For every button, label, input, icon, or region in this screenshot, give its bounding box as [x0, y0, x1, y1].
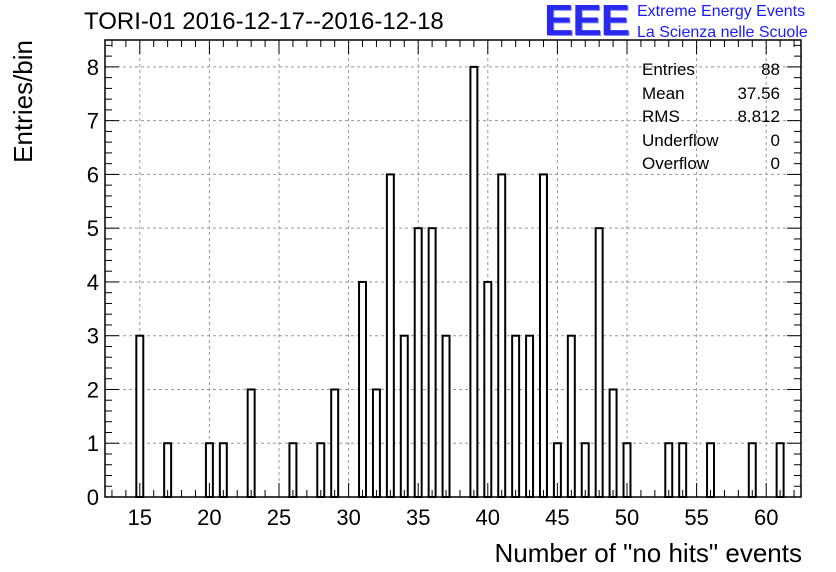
histogram-bar [163, 442, 173, 498]
y-axis-label: Entries/bin [8, 40, 38, 163]
histogram-bar [608, 388, 618, 498]
histogram-bar [566, 334, 576, 498]
y-tick-label: 4 [87, 270, 99, 295]
stat-overflow-value: 0 [770, 154, 780, 173]
x-tick-label: 40 [476, 505, 500, 530]
stat-rms-label: RMS [642, 107, 680, 126]
histogram-bar [775, 442, 785, 498]
x-tick-label: 45 [545, 505, 569, 530]
stat-underflow-label: Underflow [642, 130, 719, 150]
y-tick-label: 6 [87, 162, 99, 187]
stat-mean-value: 37.56 [737, 83, 780, 103]
stat-rms: RMS 8.812 [642, 107, 780, 131]
x-tick-label: 60 [754, 505, 778, 530]
x-tick-label: 30 [336, 505, 360, 530]
histogram-bar [706, 442, 715, 498]
y-tick-label: 1 [87, 431, 99, 456]
histogram-bar [316, 442, 326, 498]
y-tick-label: 2 [87, 377, 99, 402]
histogram-bar [678, 442, 688, 498]
stat-entries: Entries 88 [642, 60, 780, 84]
histogram-bar [135, 334, 145, 498]
histogram-bar [441, 334, 451, 498]
x-tick-label: 15 [128, 505, 152, 530]
y-tick-label: 5 [87, 216, 99, 241]
histogram-bar [413, 227, 423, 498]
histogram-bar [427, 227, 437, 498]
histogram-bar [483, 280, 493, 498]
logo-line-2: La Scienza nelle Scuole [637, 24, 808, 41]
x-tick-label: 35 [406, 505, 430, 530]
histogram-bar [371, 388, 381, 498]
histogram-bar [218, 442, 228, 498]
histogram-bar [747, 442, 757, 498]
eee-logo-mark: EEE [544, 0, 630, 45]
histogram-bar [385, 173, 395, 498]
chart-title: TORI-01 2016-12-17--2016-12-18 [84, 8, 444, 35]
stat-entries-value: 88 [761, 60, 780, 79]
histogram-bar [539, 173, 548, 498]
plot-frame [104, 39, 802, 498]
stat-entries-label: Entries [642, 60, 695, 79]
stat-mean: Mean 37.56 [642, 84, 780, 108]
x-tick-label: 55 [684, 505, 708, 530]
stat-underflow-value: 0 [770, 130, 780, 150]
histogram-bar [330, 388, 340, 498]
histogram-bar [511, 334, 521, 498]
x-tick-label: 20 [197, 505, 221, 530]
histogram-bar [469, 65, 479, 498]
x-tick-label: 50 [615, 505, 639, 530]
histogram-bar [399, 334, 409, 498]
y-tick-label: 8 [87, 55, 99, 80]
stat-rms-value: 8.812 [737, 107, 780, 126]
stat-overflow: Overflow 0 [642, 154, 780, 178]
histogram-bar [358, 280, 368, 498]
y-tick-label: 0 [87, 485, 99, 510]
histogram-bar [246, 388, 256, 498]
histogram-bar [664, 442, 674, 498]
x-tick-label: 25 [267, 505, 291, 530]
y-tick-label: 7 [87, 109, 99, 134]
y-tick-label: 3 [87, 324, 99, 349]
histogram-bar [525, 334, 535, 498]
histogram-bar [288, 442, 298, 498]
x-axis-label: Number of "no hits" events [495, 538, 803, 568]
stat-underflow: Underflow 0 [642, 131, 780, 155]
stat-mean-label: Mean [642, 83, 685, 103]
histogram-bar [580, 442, 590, 498]
histogram-bar [497, 173, 507, 498]
axis-ticks [105, 40, 801, 498]
histogram-bar [594, 227, 604, 498]
stat-overflow-label: Overflow [642, 154, 710, 173]
stats-box: Entries 88 Mean 37.56 RMS 8.812 Underflo… [642, 60, 780, 178]
logo-line-1: Extreme Energy Events [637, 3, 806, 20]
